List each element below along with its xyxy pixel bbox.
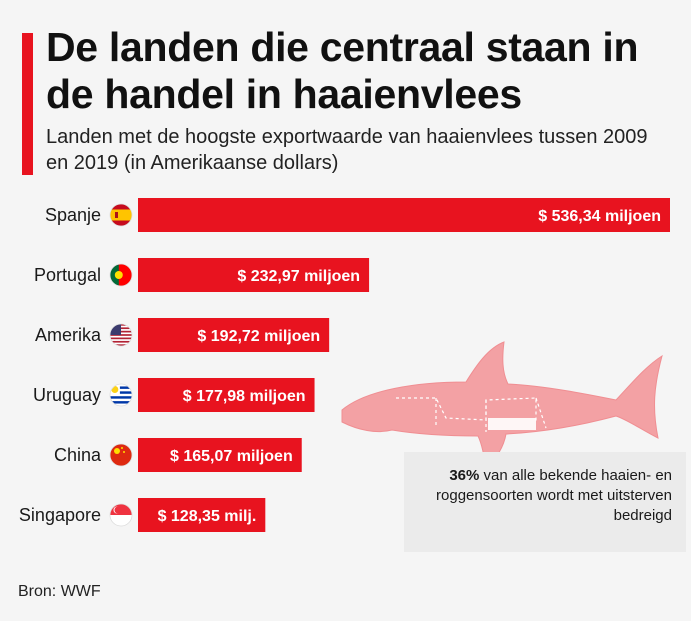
note-box xyxy=(404,452,686,552)
flag-china-icon xyxy=(109,443,133,467)
flag-portugal-icon xyxy=(109,263,133,287)
bar-china xyxy=(138,438,302,472)
endangered-note: 36% van alle bekende haaien- en roggenso… xyxy=(404,466,672,526)
category-label: China xyxy=(54,445,102,465)
value-label: $ 177,98 miljoen xyxy=(183,388,306,405)
value-label: $ 165,07 miljoen xyxy=(170,448,293,465)
flag-uruguay-icon xyxy=(109,383,133,407)
value-label: $ 128,35 milj. xyxy=(158,508,257,525)
category-label: Uruguay xyxy=(33,385,101,405)
note-highlight: 36% xyxy=(449,467,480,484)
note-text: van alle bekende haaien- en roggensoorte… xyxy=(436,467,672,524)
category-label: Amerika xyxy=(35,325,102,345)
flag-usa-icon xyxy=(109,323,133,347)
flag-singapore-icon xyxy=(109,503,133,527)
bar-amerika xyxy=(138,318,330,352)
bar-spanje xyxy=(138,198,670,232)
bar-portugal xyxy=(138,258,370,292)
chart-subtitle: Landen met de hoogste exportwaarde van h… xyxy=(46,126,648,174)
bar-singapore xyxy=(138,498,266,532)
shark-illustration xyxy=(341,341,663,469)
value-label: $ 232,97 miljoen xyxy=(237,268,360,285)
category-label: Portugal xyxy=(34,265,101,285)
category-label: Spanje xyxy=(45,205,101,225)
flag-spain-icon xyxy=(109,203,133,227)
category-label: Singapore xyxy=(19,505,101,525)
chart-title: De landen die centraal staan in de hande… xyxy=(46,24,639,117)
title-accent-bar xyxy=(22,33,33,175)
bar-uruguay xyxy=(138,378,315,412)
source-credit: Bron: WWF xyxy=(18,583,101,600)
value-label: $ 536,34 miljoen xyxy=(538,208,661,225)
value-label: $ 192,72 miljoen xyxy=(197,328,320,345)
